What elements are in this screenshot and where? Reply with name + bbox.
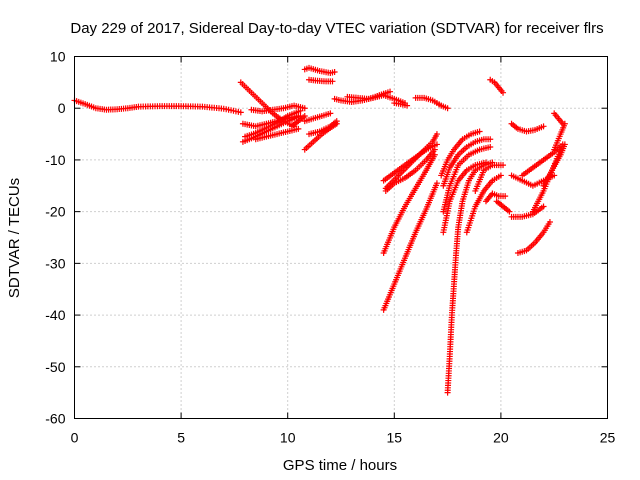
data-point: [506, 208, 513, 215]
data-points: [71, 64, 568, 396]
data-point: [404, 102, 411, 109]
x-tick-label: 5: [177, 430, 185, 446]
data-point: [433, 141, 440, 148]
series-s7: [252, 125, 302, 143]
data-point: [237, 109, 244, 116]
series-s17: [391, 100, 411, 109]
series-s30: [440, 144, 494, 215]
data-point: [295, 125, 302, 132]
data-point: [476, 128, 483, 135]
series-s13: [301, 120, 340, 153]
series-s32: [444, 159, 496, 396]
series-s10: [306, 76, 336, 85]
data-point: [546, 218, 553, 225]
series-s25: [382, 146, 438, 194]
series-s12: [306, 118, 340, 138]
series-s4: [239, 112, 304, 145]
series-s34: [472, 162, 507, 194]
series-s9: [301, 64, 338, 77]
y-tick-label: -20: [45, 204, 65, 220]
series-s43: [519, 141, 566, 179]
grid-lines: [74, 56, 608, 419]
data-point: [502, 193, 509, 200]
series-s29: [440, 136, 494, 189]
series-s5: [242, 107, 304, 140]
data-point: [333, 120, 340, 127]
series-s22: [551, 110, 566, 127]
data-point: [561, 120, 568, 127]
data-point: [329, 78, 336, 85]
y-axis-label: SDTVAR / TECUs: [6, 178, 23, 298]
series-s39: [514, 218, 553, 257]
data-point: [431, 146, 438, 153]
series-s38: [508, 203, 547, 220]
plot-frame: [74, 56, 608, 419]
y-tick-label: -60: [45, 411, 65, 427]
series-s28: [438, 128, 483, 179]
data-point: [487, 136, 494, 143]
x-axis-label: GPS time / hours: [283, 457, 397, 474]
y-tick-label: 10: [50, 49, 66, 65]
series-s31: [440, 159, 489, 236]
series-s21: [508, 120, 547, 135]
x-tick-label: 15: [387, 430, 403, 446]
x-tick-label: 25: [600, 430, 616, 446]
y-tick-label: -40: [45, 307, 65, 323]
data-point: [331, 69, 338, 76]
series-s6: [248, 102, 308, 115]
data-point: [487, 144, 494, 150]
data-point: [433, 131, 440, 138]
data-point: [497, 172, 504, 179]
data-point: [559, 141, 566, 148]
series-s27: [380, 180, 440, 313]
x-tick-label: 20: [493, 430, 509, 446]
data-point: [500, 89, 507, 96]
series-s19: [433, 100, 451, 112]
y-tick-label: -30: [45, 255, 65, 271]
data-point: [433, 180, 440, 187]
data-point: [301, 105, 308, 112]
series-s11: [301, 110, 334, 125]
x-tick-label: 0: [71, 430, 79, 446]
data-point: [540, 123, 547, 130]
y-tick-label: -10: [45, 152, 65, 168]
chart-title: Day 229 of 2017, Sidereal Day-to-day VTE…: [70, 20, 603, 37]
series-s36: [493, 198, 513, 215]
data-point: [540, 203, 547, 210]
x-tick-label: 10: [280, 430, 296, 446]
data-point: [431, 151, 438, 158]
series-s20: [487, 76, 507, 96]
series-s1: [71, 97, 244, 116]
data-point: [301, 112, 308, 119]
y-tick-label: -50: [45, 359, 65, 375]
series-s41: [540, 141, 568, 189]
data-point: [387, 88, 394, 95]
series-s35: [482, 190, 509, 205]
series-s26: [380, 151, 438, 257]
series-s42: [551, 120, 568, 153]
series-s24: [382, 131, 440, 192]
data-point: [500, 162, 507, 169]
data-point: [444, 105, 451, 112]
series-s8: [288, 112, 308, 130]
y-tick-label: 0: [58, 100, 66, 116]
data-point: [327, 110, 334, 117]
series-s33: [463, 172, 504, 236]
